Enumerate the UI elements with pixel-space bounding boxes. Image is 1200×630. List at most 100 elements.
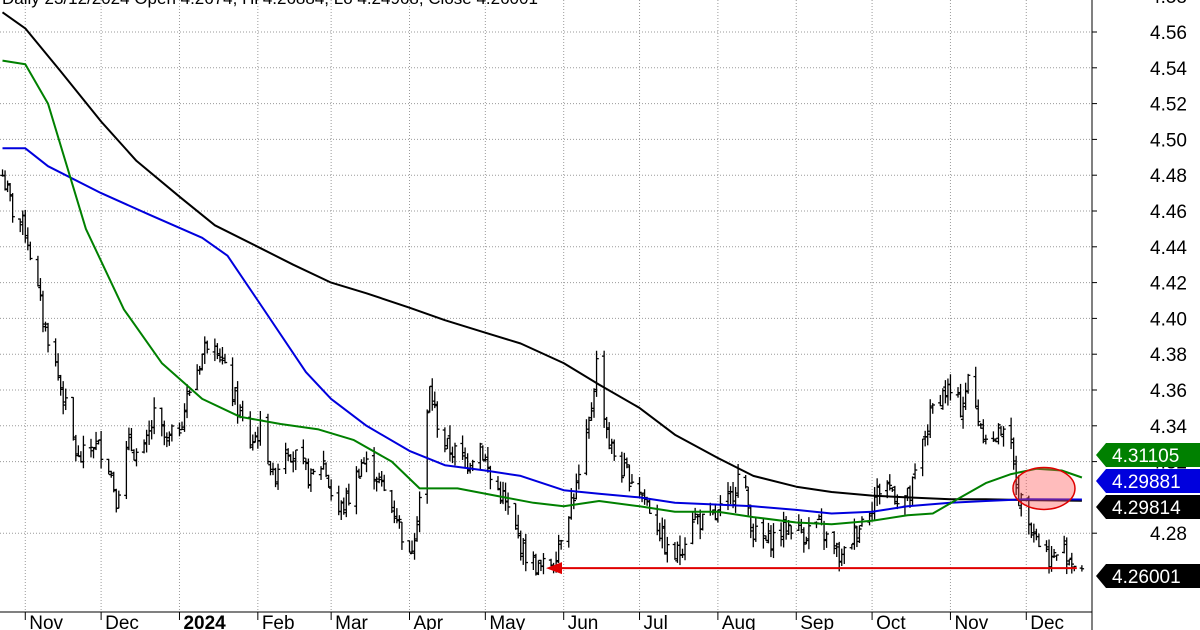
grid <box>0 0 1092 612</box>
ohlc-bar <box>842 546 847 564</box>
ohlc-bar <box>751 523 756 548</box>
ohlc-bar <box>1051 548 1057 559</box>
ohlc-bar <box>852 518 857 550</box>
ohlc-bar <box>839 548 844 566</box>
ohlc-bar <box>558 539 564 550</box>
ohlc-bar <box>346 483 352 506</box>
ohlc-bar <box>76 445 81 458</box>
ohlc-bar <box>619 451 625 483</box>
ohlc-bar <box>2 170 8 191</box>
ohlc-bar <box>627 464 632 492</box>
ohlc-bar <box>407 540 412 553</box>
ohlc-bar <box>1079 565 1085 572</box>
ohlc-bar <box>799 518 804 534</box>
x-tick-label: 2024 <box>183 613 226 630</box>
ohlc-bar <box>311 468 316 475</box>
ohlc-bar <box>637 477 642 499</box>
ohlc-bar <box>149 420 154 440</box>
ohlc-bar <box>515 514 521 539</box>
ohlc-bar <box>788 524 794 540</box>
ohlc-bar <box>109 470 114 478</box>
ohlc-bar <box>629 474 635 485</box>
moving-average-line-2 <box>2 147 1082 515</box>
ohlc-bar <box>877 483 882 505</box>
ohlc-bar <box>910 476 915 506</box>
ohlc-bar <box>606 422 612 450</box>
value-tag-bg <box>1096 564 1200 588</box>
ohlc-bar <box>179 421 185 431</box>
ohlc-bar <box>660 517 665 549</box>
ohlc-bar <box>854 525 860 548</box>
ohlc-bar <box>574 473 579 500</box>
ohlc-bar <box>1067 558 1072 566</box>
ohlc-bar <box>205 340 210 354</box>
ohlc-bar <box>831 531 837 555</box>
chart-header: Daily 23/12/2024 Open 4.2674, Hi 4.26884… <box>2 0 538 8</box>
x-tick-label: Nov <box>954 613 988 630</box>
ohlc-bar <box>682 537 688 561</box>
ohlc-bar <box>983 434 989 445</box>
ohlc-bar <box>169 424 175 442</box>
ohlc-bar <box>586 416 592 439</box>
ohlc-bar <box>379 471 384 487</box>
ohlc-bar <box>665 536 670 563</box>
ohlc-bar <box>892 485 898 505</box>
ohlc-bar <box>435 401 440 438</box>
value-tag: 4.31105 <box>1096 443 1200 467</box>
ohlc-bar <box>746 486 751 516</box>
ohlc-bar <box>18 218 23 233</box>
ohlc-bar <box>7 183 13 202</box>
ohlc-bar <box>141 439 147 454</box>
ohlc-bar <box>364 451 369 473</box>
ohlc-bar <box>485 446 491 473</box>
ohlc-bar <box>323 462 329 478</box>
ohlc-bar <box>692 507 698 521</box>
ohlc-bar <box>291 451 296 473</box>
y-tick-label: 4.50 <box>1150 130 1187 151</box>
ohlc-bar <box>285 448 291 461</box>
ohlc-bar <box>513 502 518 530</box>
ohlc-bar <box>733 486 738 513</box>
moving-average-line-1 <box>1 11 1082 502</box>
x-tick-label: May <box>489 613 525 630</box>
ohlc-bar <box>735 464 741 498</box>
ohlc-bar <box>533 553 539 576</box>
ohlc-bar <box>488 465 493 490</box>
ohlc-bar <box>604 416 609 439</box>
x-tick-label: Dec <box>105 613 139 630</box>
ohlc-bar <box>412 532 417 560</box>
ohlc-bar <box>647 499 652 515</box>
ohlc-bar <box>129 428 134 452</box>
ohlc-bar <box>960 396 966 429</box>
ohlc-bar <box>197 365 202 375</box>
ohlc-bar <box>111 471 116 493</box>
ohlc-bar <box>505 492 511 515</box>
ohlc-bar <box>131 449 137 461</box>
ohlc-bar <box>167 431 172 446</box>
ohlc-bar <box>222 353 228 364</box>
highlight-ellipse <box>1012 466 1076 511</box>
y-tick-label: 4.58 <box>1150 0 1187 8</box>
ohlc-bar <box>890 487 895 492</box>
ohlc-bar <box>885 480 890 499</box>
ohlc-bar <box>958 383 963 418</box>
ohlc-bar <box>518 530 523 561</box>
ohlc-bar <box>662 519 668 555</box>
ohlc-bar <box>144 429 149 453</box>
ohlc-bar <box>397 515 402 529</box>
ohlc-bar <box>248 411 253 449</box>
ohlc-bar <box>569 488 574 520</box>
x-tick-label: Sep <box>800 613 834 630</box>
ohlc-bar <box>232 386 238 405</box>
ohlc-bar <box>821 520 827 550</box>
ohlc-bar <box>624 457 630 469</box>
ohlc-bar <box>697 509 703 540</box>
ohlc-bar <box>43 321 48 332</box>
ohlc-bar <box>981 419 986 444</box>
ohlc-bar <box>1054 554 1059 561</box>
ohlc-bar <box>695 513 700 525</box>
ohlc-bar <box>91 447 96 459</box>
support-arrowhead <box>546 562 562 575</box>
annotations <box>546 466 1077 575</box>
